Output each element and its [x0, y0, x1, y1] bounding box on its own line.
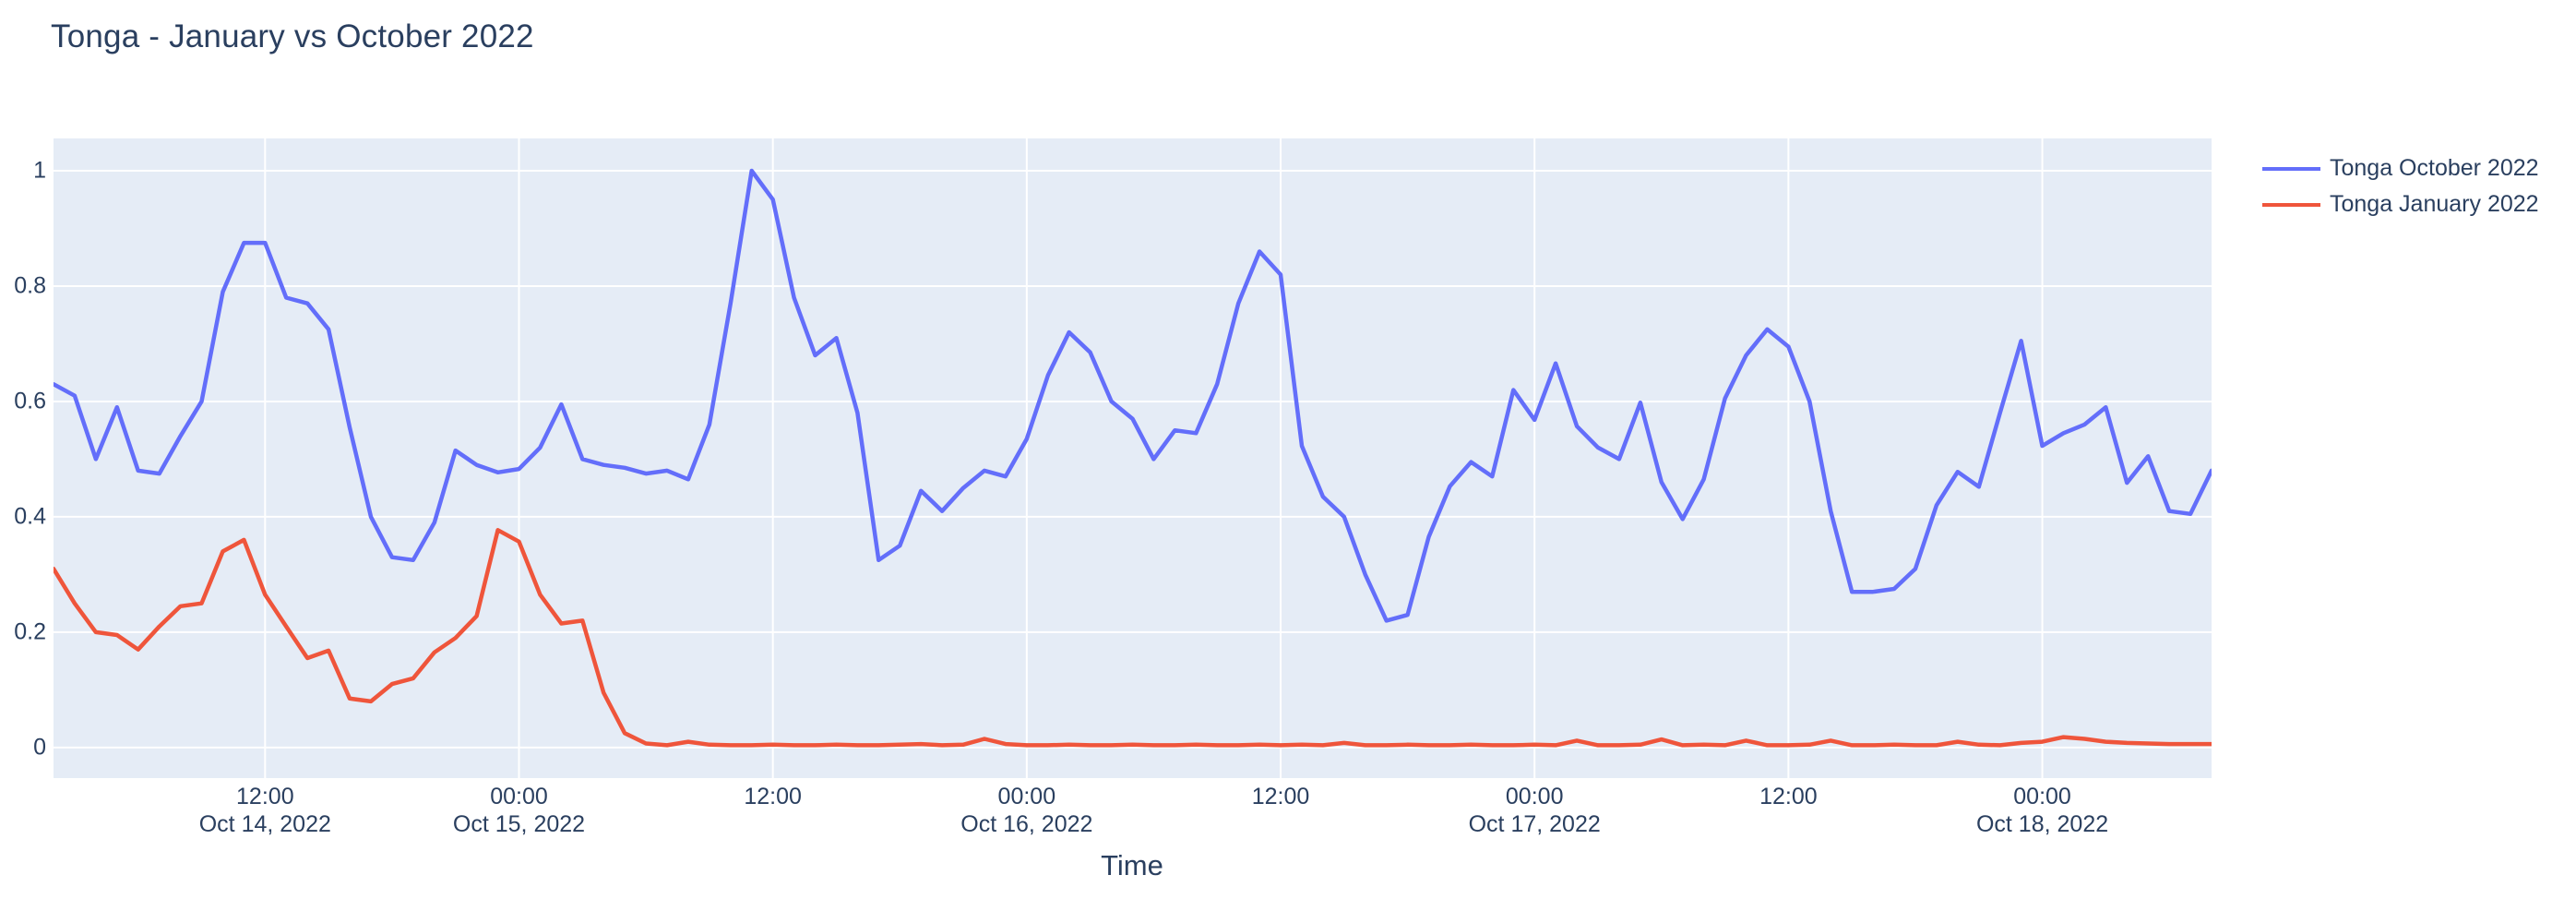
series-line-tonga-january-2022[interactable] — [54, 528, 2212, 748]
legend-item-label: Tonga October 2022 — [2330, 155, 2539, 181]
x-tick-label: 00:00 Oct 18, 2022 — [1975, 784, 2109, 837]
legend-item-tonga-january-2022[interactable]: Tonga January 2022 — [2262, 186, 2539, 222]
x-tick-label: 12:00 Oct 14, 2022 — [198, 784, 331, 837]
x-axis-title: Time — [1101, 849, 1163, 881]
series-line-tonga-october-2022[interactable] — [54, 168, 2212, 623]
legend-swatch-january — [2262, 202, 2320, 207]
y-tick-label: 0.2 — [14, 618, 46, 645]
x-tick-label: 12:00 — [1759, 784, 1818, 809]
y-tick-label: 0.6 — [14, 388, 46, 414]
plot-area[interactable] — [54, 138, 2212, 778]
x-tick-label: 12:00 — [744, 784, 802, 809]
x-tick-label: 00:00 Oct 17, 2022 — [1468, 784, 1601, 837]
chart-svg[interactable] — [54, 138, 2212, 778]
legend-swatch-october — [2262, 166, 2320, 171]
x-tick-label: 00:00 Oct 15, 2022 — [452, 784, 586, 837]
chart-title: Tonga - January vs October 2022 — [51, 18, 534, 54]
legend: Tonga October 2022 Tonga January 2022 — [2262, 150, 2539, 222]
y-tick-label: 0.8 — [14, 272, 46, 299]
y-tick-label: 1 — [33, 157, 46, 184]
legend-item-tonga-october-2022[interactable]: Tonga October 2022 — [2262, 150, 2539, 186]
legend-item-label: Tonga January 2022 — [2330, 191, 2539, 217]
y-tick-label: 0 — [33, 734, 46, 761]
x-tick-label: 00:00 Oct 16, 2022 — [960, 784, 1093, 837]
y-tick-label: 0.4 — [14, 503, 46, 530]
x-tick-label: 12:00 — [1251, 784, 1310, 809]
